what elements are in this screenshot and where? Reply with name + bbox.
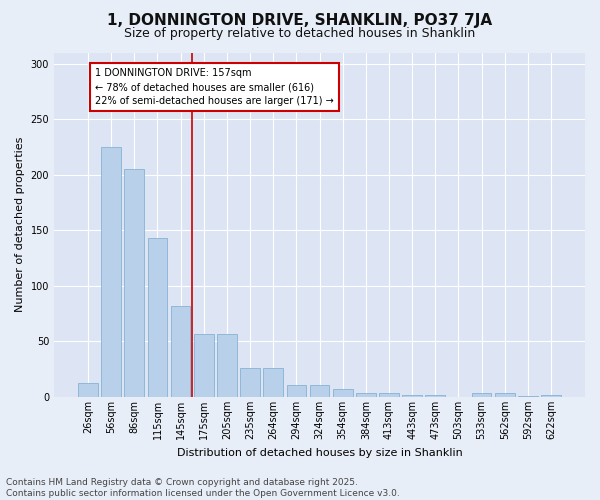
Bar (101, 147, 121, 397)
Y-axis label: Number of detached properties: Number of detached properties (15, 137, 25, 312)
Bar (78, 382, 98, 397)
Text: 1, DONNINGTON DRIVE, SHANKLIN, PO37 7JA: 1, DONNINGTON DRIVE, SHANKLIN, PO37 7JA (107, 12, 493, 28)
Bar (240, 368, 260, 397)
Bar (171, 306, 190, 397)
Bar (287, 385, 306, 397)
Bar (310, 385, 329, 397)
Bar (124, 169, 144, 397)
X-axis label: Distribution of detached houses by size in Shanklin: Distribution of detached houses by size … (176, 448, 463, 458)
Text: 1 DONNINGTON DRIVE: 157sqm
← 78% of detached houses are smaller (616)
22% of sem: 1 DONNINGTON DRIVE: 157sqm ← 78% of deta… (95, 68, 334, 106)
Bar (425, 395, 445, 397)
Bar (472, 392, 491, 397)
Bar (541, 395, 561, 397)
Bar (333, 389, 353, 397)
Bar (518, 396, 538, 397)
Bar (217, 334, 237, 397)
Text: Size of property relative to detached houses in Shanklin: Size of property relative to detached ho… (124, 28, 476, 40)
Bar (495, 392, 515, 397)
Bar (379, 392, 399, 397)
Bar (148, 238, 167, 397)
Bar (194, 334, 214, 397)
Bar (356, 392, 376, 397)
Bar (402, 395, 422, 397)
Text: Contains HM Land Registry data © Crown copyright and database right 2025.
Contai: Contains HM Land Registry data © Crown c… (6, 478, 400, 498)
Bar (263, 368, 283, 397)
